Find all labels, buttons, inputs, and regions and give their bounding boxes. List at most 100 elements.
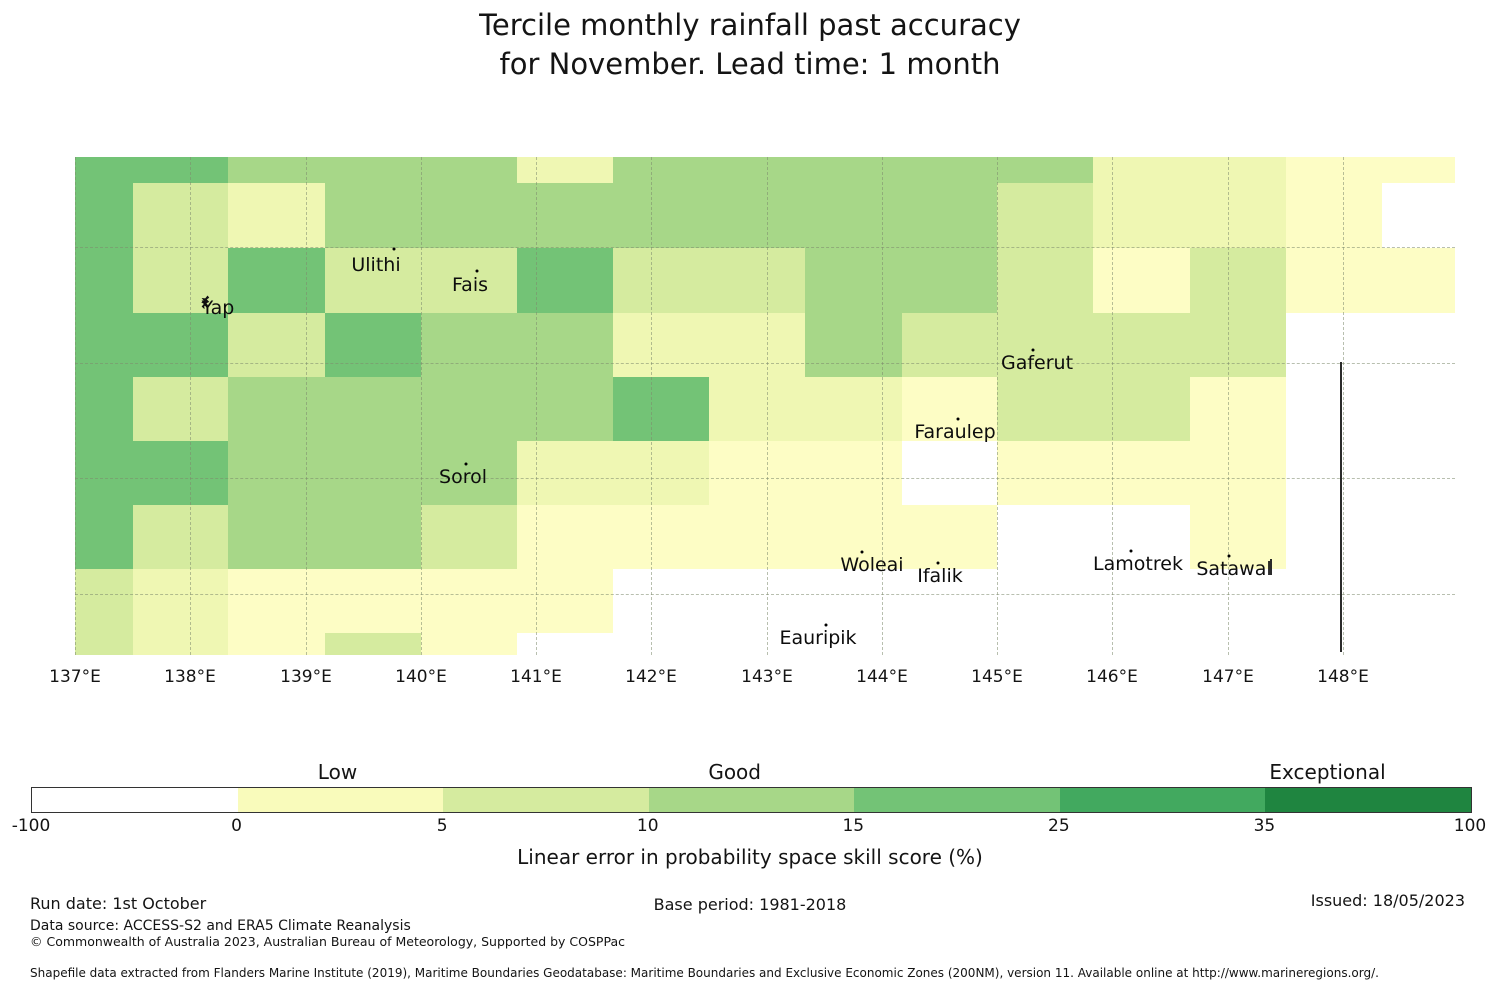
data-source-text: Data source: ACCESS-S2 and ERA5 Climate … [30,918,411,934]
heatmap-cell [75,157,133,183]
island-label-sorol: Sorol [439,466,487,488]
island-dot-eauripik [824,623,828,627]
colorbar-segment [648,788,855,812]
heatmap-cell [805,377,902,441]
heatmap-cell [997,505,1093,569]
heatmap-cell [75,248,133,313]
heatmap-cell [421,441,517,505]
heatmap-cell [1190,377,1286,441]
heatmap-cell [1382,441,1455,505]
heatmap-cell [709,157,805,183]
heatmap-cell [1093,505,1190,569]
heatmap-cell [613,248,709,313]
heatmap-cell [325,505,421,569]
heatmap-cell [902,633,997,655]
issued-date-text: Issued: 18/05/2023 [1310,891,1465,910]
longitude-gridline [1343,157,1344,655]
heatmap-cell [1190,183,1286,248]
heatmap-cell [228,313,325,377]
colorbar-tick-label: 10 [636,816,659,836]
heatmap-cell [1190,441,1286,505]
colorbar-segment [1059,788,1266,812]
heatmap-cell [1190,313,1286,377]
island-dot-fais [475,269,479,273]
heatmap-cell [613,633,709,655]
heatmap-cell [1190,569,1286,633]
island-dot-ifalik [936,561,940,565]
x-tick-label: 148°E [1317,667,1369,687]
x-tick-label: 140°E [395,667,447,687]
heatmap-cell [613,505,709,569]
heatmap-cell [1382,633,1455,655]
island-label-faraulep: Faraulep [914,421,996,443]
heatmap-cell [1286,505,1382,569]
heatmap-cell [517,313,613,377]
heatmap-cell [133,633,228,655]
heatmap-cell [805,441,902,505]
heatmap-cell [421,157,517,183]
heatmap-cell [133,157,228,183]
island-dot-faraulep [956,417,960,421]
heatmap-cell [997,313,1093,377]
heatmap-cell [902,377,997,441]
heatmap-cell [75,313,133,377]
heatmap-cell [421,377,517,441]
heatmap-plot-area: Yap Ulithi Fais Gaferut Faraulep Sorol Woleai I… [75,157,1455,655]
colorbar-segment [237,788,444,812]
heatmap-cell [75,183,133,248]
colorbar-axis-label: Linear error in probability space skill … [517,845,983,869]
x-tick-label: 139°E [280,667,332,687]
heatmap-cell [133,441,228,505]
longitude-gridline [767,157,768,655]
colorbar [31,787,1472,813]
colorbar-segment [1265,788,1471,812]
heatmap-cell [1093,157,1190,183]
chart-title: Tercile monthly rainfall past accuracy f… [0,6,1500,84]
heatmap-cell [709,183,805,248]
heatmap-cell [325,248,421,313]
heatmap-cell [902,569,997,633]
heatmap-cell [805,569,902,633]
heatmap-cell [75,569,133,633]
x-tick-label: 145°E [971,667,1023,687]
heatmap-cell [1286,441,1382,505]
heatmap-cell [1382,569,1455,633]
heatmap-cell [75,633,133,655]
heatmap-cell [517,377,613,441]
heatmap-cell [325,313,421,377]
heatmap-cell [613,441,709,505]
island-label-lamotrek: Lamotrek [1093,553,1183,575]
heatmap-cell [517,633,613,655]
longitude-gridline [306,157,307,655]
heatmap-cell [325,377,421,441]
heatmap-cell [228,248,325,313]
x-tick-label: 144°E [856,667,908,687]
heatmap-cell [133,505,228,569]
shapefile-note-text: Shapefile data extracted from Flanders M… [30,966,1379,980]
heatmap-cell [517,441,613,505]
heatmap-cell [997,441,1093,505]
heatmap-cell [133,569,228,633]
x-tick-label: 143°E [741,667,793,687]
heatmap-cell [1286,569,1382,633]
heatmap-cell [902,183,997,248]
chart-title-line1: Tercile monthly rainfall past accuracy [479,8,1021,42]
heatmap-cell [1093,441,1190,505]
heatmap-cell [228,157,325,183]
colorbar-region-label-exceptional: Exceptional [1269,760,1386,784]
heatmap-cell [805,248,902,313]
longitude-gridline [882,157,883,655]
heatmap-cell [613,377,709,441]
heatmap-cell [325,569,421,633]
heatmap-cell [709,377,805,441]
heatmap-cell [1382,157,1455,183]
heatmap-cell [325,183,421,248]
run-date-text: Run date: 1st October [30,894,207,913]
colorbar-segment [32,788,238,812]
colorbar-region-label-good: Good [708,760,761,784]
colorbar-tick-label: 15 [842,816,865,836]
heatmap-cell [709,248,805,313]
heatmap-cell [709,313,805,377]
heatmap-cell [133,248,228,313]
heatmap-cell [421,633,517,655]
